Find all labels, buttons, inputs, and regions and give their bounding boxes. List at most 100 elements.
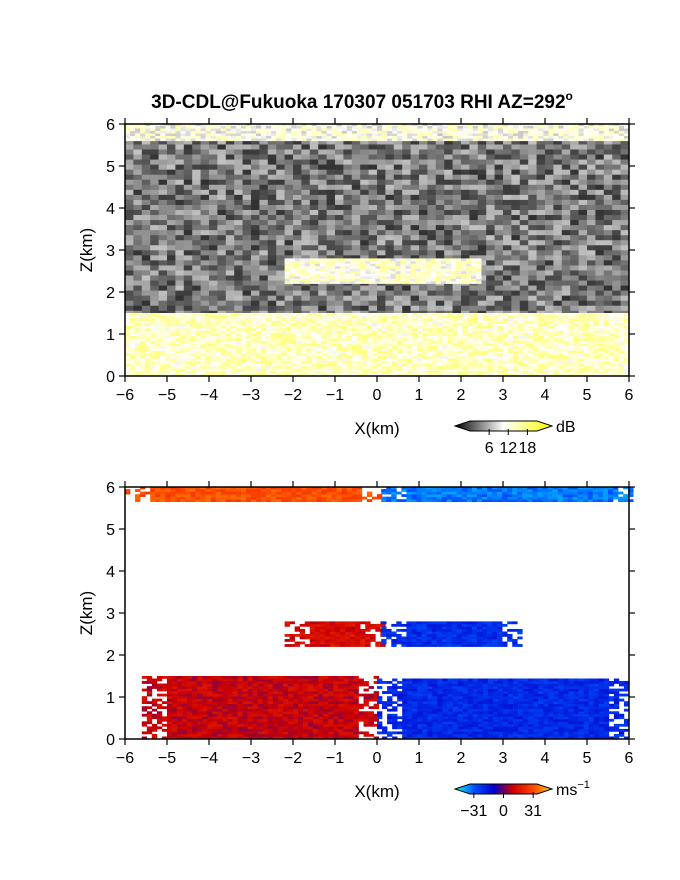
backscatter-noise-cell — [251, 214, 260, 221]
backscatter-noise-cell — [519, 270, 529, 276]
backscatter-noise-cell — [175, 244, 185, 251]
backscatter-noise-cell — [578, 219, 588, 226]
backscatter-cell — [130, 360, 136, 364]
backscatter-noise-cell — [435, 164, 445, 170]
backscatter-noise-cell — [427, 204, 437, 210]
backscatter-noise-cell — [267, 250, 277, 256]
backscatter-cell — [210, 325, 217, 329]
backscatter-noise-cell — [192, 224, 201, 231]
backscatter-cell — [329, 268, 336, 272]
backscatter-cell — [150, 323, 156, 326]
backscatter-cell — [306, 370, 312, 374]
backscatter-cell — [200, 340, 206, 344]
backscatter-noise-cell — [452, 174, 462, 180]
backscatter-noise-cell — [301, 250, 311, 256]
backscatter-noise-cell — [175, 174, 185, 180]
backscatter-cell — [316, 133, 322, 137]
backscatter-noise-cell — [444, 194, 453, 200]
backscatter-cell — [466, 260, 472, 264]
backscatter-cell — [588, 125, 595, 129]
backscatter-noise-cell — [234, 169, 243, 175]
backscatter-cell — [425, 273, 432, 277]
backscatter-cell — [417, 125, 423, 129]
backscatter-noise-cell — [284, 209, 294, 216]
backscatter-noise-cell — [276, 244, 285, 251]
backscatter-noise-cell — [209, 219, 218, 226]
backscatter-noise-cell — [444, 250, 453, 256]
backscatter-cell — [528, 138, 534, 142]
backscatter-cell — [417, 138, 423, 142]
backscatter-cell — [150, 130, 156, 134]
backscatter-cell — [578, 125, 584, 129]
backscatter-cell — [170, 138, 176, 142]
backscatter-cell — [340, 276, 346, 279]
backscatter-cell — [271, 370, 277, 374]
backscatter-cell — [225, 330, 232, 334]
backscatter-noise-cell — [335, 290, 344, 296]
backscatter-cell — [365, 265, 371, 269]
backscatter-cell — [356, 128, 363, 132]
backscatter-noise-cell — [209, 255, 218, 261]
backscatter-noise-cell — [377, 305, 386, 311]
backscatter-noise-cell — [410, 149, 420, 155]
backscatter-cell — [195, 355, 201, 359]
backscatter-cell — [125, 320, 131, 324]
backscatter-cell — [430, 268, 437, 272]
backscatter-noise-cell — [335, 250, 344, 256]
backscatter-cell — [205, 328, 211, 331]
backscatter-noise-cell — [234, 164, 243, 170]
backscatter-noise-cell — [477, 270, 487, 276]
backscatter-noise-cell — [477, 174, 487, 180]
backscatter-noise-cell — [393, 159, 403, 165]
backscatter-cell — [281, 138, 287, 142]
backscatter-noise-cell — [158, 260, 168, 266]
backscatter-cell — [304, 276, 311, 279]
backscatter-cell — [472, 128, 479, 132]
backscatter-cell — [425, 268, 432, 272]
backscatter-cell — [291, 350, 297, 354]
backscatter-cell — [245, 335, 252, 339]
backscatter-noise-cell — [351, 300, 361, 306]
backscatter-noise-cell — [133, 295, 143, 301]
backscatter-cell — [345, 265, 351, 269]
backscatter-cell — [296, 328, 302, 331]
backscatter-noise-cell — [200, 250, 210, 256]
backscatter-noise-cell — [595, 169, 605, 175]
backscatter-cell — [200, 348, 206, 352]
backscatter-cell — [135, 370, 141, 374]
backscatter-noise-cell — [326, 229, 336, 236]
backscatter-noise-cell — [419, 154, 428, 160]
backscatter-cell — [440, 273, 447, 277]
backscatter-noise-cell — [125, 275, 134, 281]
backscatter-cell — [240, 368, 247, 372]
backscatter-noise-cell — [503, 224, 512, 231]
backscatter-cell — [380, 263, 386, 267]
backscatter-noise-cell — [377, 250, 386, 256]
backscatter-cell — [220, 330, 227, 334]
backscatter-noise-cell — [427, 244, 437, 251]
backscatter-noise-cell — [519, 295, 529, 301]
backscatter-cell — [286, 130, 292, 134]
backscatter-noise-cell — [251, 255, 260, 261]
backscatter-cell — [215, 135, 222, 139]
backscatter-cell — [455, 273, 462, 277]
backscatter-noise-cell — [519, 154, 529, 160]
backscatter-noise-cell — [125, 179, 134, 185]
backscatter-noise-cell — [192, 270, 201, 276]
backscatter-noise-cell — [452, 184, 462, 190]
backscatter-noise-cell — [192, 204, 201, 210]
backscatter-cell — [175, 350, 181, 354]
backscatter-cell — [190, 355, 196, 359]
backscatter-cell — [588, 130, 595, 134]
backscatter-cell — [301, 135, 307, 139]
backscatter-noise-cell — [318, 300, 327, 306]
backscatter-cell — [145, 340, 151, 344]
backscatter-noise-cell — [309, 204, 319, 210]
backscatter-cell — [335, 263, 341, 267]
backscatter-noise-cell — [158, 169, 168, 175]
backscatter-noise-cell — [612, 149, 621, 155]
backscatter-cell — [125, 338, 131, 342]
backscatter-cell — [261, 373, 267, 377]
backscatter-cell — [215, 350, 222, 354]
backscatter-noise-cell — [293, 184, 302, 190]
